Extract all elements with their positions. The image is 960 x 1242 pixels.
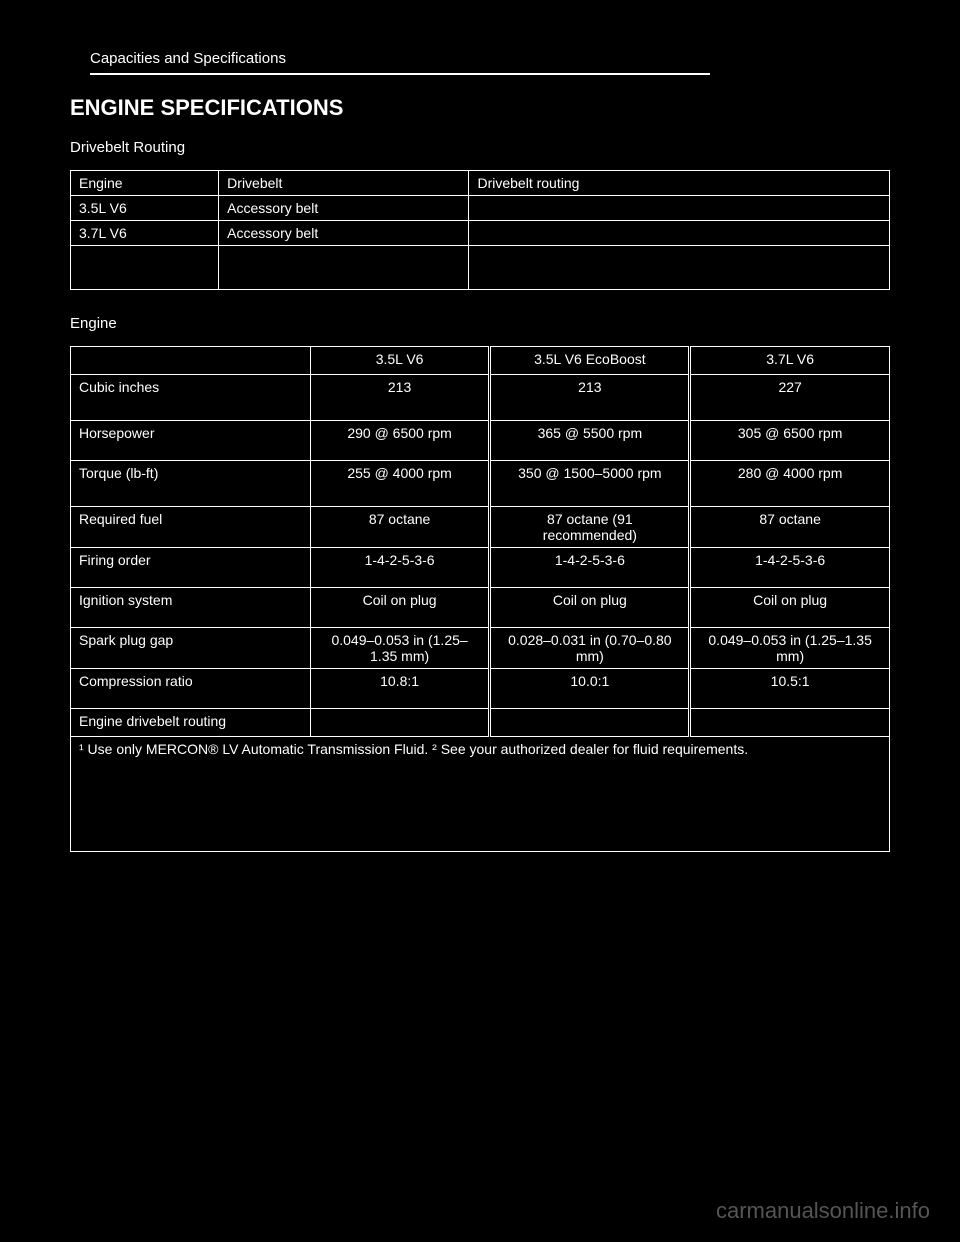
cell: 10.0:1 bbox=[490, 669, 690, 709]
cell: 0.049–0.053 in (1.25–1.35 mm) bbox=[690, 628, 890, 669]
col-35v6: 3.5L V6 bbox=[310, 347, 490, 375]
table-footer-row: ¹ Use only MERCON® LV Automatic Transmis… bbox=[71, 737, 890, 852]
footer-cell: ¹ Use only MERCON® LV Automatic Transmis… bbox=[71, 737, 890, 852]
drivebelt-table: Engine Drivebelt Drivebelt routing 3.5L … bbox=[70, 170, 890, 290]
cell: Coil on plug bbox=[310, 588, 490, 628]
cell: 290 @ 6500 rpm bbox=[310, 421, 490, 461]
cell: 87 octane bbox=[690, 507, 890, 548]
cell: 1-4-2-5-3-6 bbox=[690, 548, 890, 588]
cell bbox=[490, 709, 690, 737]
cell: Cubic inches bbox=[71, 375, 311, 421]
table-row: Torque (lb-ft) 255 @ 4000 rpm 350 @ 1500… bbox=[71, 461, 890, 507]
col-engine: Engine bbox=[71, 171, 219, 196]
cell bbox=[71, 246, 219, 290]
cell: Coil on plug bbox=[690, 588, 890, 628]
cell: 365 @ 5500 rpm bbox=[490, 421, 690, 461]
col-drivebelt: Drivebelt bbox=[219, 171, 469, 196]
engine-spec-table: 3.5L V6 3.5L V6 EcoBoost 3.7L V6 Cubic i… bbox=[70, 346, 890, 852]
cell: 0.049–0.053 in (1.25–1.35 mm) bbox=[310, 628, 490, 669]
cell bbox=[310, 709, 490, 737]
intro-text: Drivebelt Routing bbox=[70, 139, 890, 156]
table-row: 3.5L V6 Accessory belt bbox=[71, 196, 890, 221]
cell: Compression ratio bbox=[71, 669, 311, 709]
table-row: Firing order 1-4-2-5-3-6 1-4-2-5-3-6 1-4… bbox=[71, 548, 890, 588]
cell: Spark plug gap bbox=[71, 628, 311, 669]
table-row bbox=[71, 246, 890, 290]
cell: 87 octane bbox=[310, 507, 490, 548]
cell: 1-4-2-5-3-6 bbox=[310, 548, 490, 588]
table-header-row: Engine Drivebelt Drivebelt routing bbox=[71, 171, 890, 196]
col-ecoboost: 3.5L V6 EcoBoost bbox=[490, 347, 690, 375]
table2-title: Engine bbox=[70, 315, 890, 332]
watermark: carmanualsonline.info bbox=[716, 1198, 930, 1224]
cell: 305 @ 6500 rpm bbox=[690, 421, 890, 461]
col-37v6: 3.7L V6 bbox=[690, 347, 890, 375]
cell: 87 octane (91 recommended) bbox=[490, 507, 690, 548]
table-row: Spark plug gap 0.049–0.053 in (1.25–1.35… bbox=[71, 628, 890, 669]
table-row: Engine drivebelt routing bbox=[71, 709, 890, 737]
cell bbox=[219, 246, 469, 290]
table-row: Ignition system Coil on plug Coil on plu… bbox=[71, 588, 890, 628]
cell: Accessory belt bbox=[219, 196, 469, 221]
cell: 255 @ 4000 rpm bbox=[310, 461, 490, 507]
table-row: 3.7L V6 Accessory belt bbox=[71, 221, 890, 246]
table-row: Required fuel 87 octane 87 octane (91 re… bbox=[71, 507, 890, 548]
cell: 0.028–0.031 in (0.70–0.80 mm) bbox=[490, 628, 690, 669]
cell bbox=[469, 196, 890, 221]
cell bbox=[469, 246, 890, 290]
cell: 3.5L V6 bbox=[71, 196, 219, 221]
cell: 280 @ 4000 rpm bbox=[690, 461, 890, 507]
cell: Torque (lb-ft) bbox=[71, 461, 311, 507]
col-blank bbox=[71, 347, 311, 375]
table-row: Compression ratio 10.8:1 10.0:1 10.5:1 bbox=[71, 669, 890, 709]
cell: 10.5:1 bbox=[690, 669, 890, 709]
cell: 10.8:1 bbox=[310, 669, 490, 709]
page-header: Capacities and Specifications bbox=[90, 50, 890, 67]
table-row: Horsepower 290 @ 6500 rpm 365 @ 5500 rpm… bbox=[71, 421, 890, 461]
cell: 213 bbox=[490, 375, 690, 421]
cell: 1-4-2-5-3-6 bbox=[490, 548, 690, 588]
cell: 3.7L V6 bbox=[71, 221, 219, 246]
section-title: ENGINE SPECIFICATIONS bbox=[70, 95, 890, 121]
cell: 227 bbox=[690, 375, 890, 421]
cell: Engine drivebelt routing bbox=[71, 709, 311, 737]
cell: Firing order bbox=[71, 548, 311, 588]
cell: 350 @ 1500–5000 rpm bbox=[490, 461, 690, 507]
cell: 213 bbox=[310, 375, 490, 421]
cell bbox=[469, 221, 890, 246]
header-divider bbox=[90, 73, 710, 75]
cell bbox=[690, 709, 890, 737]
table-header-row: 3.5L V6 3.5L V6 EcoBoost 3.7L V6 bbox=[71, 347, 890, 375]
cell: Horsepower bbox=[71, 421, 311, 461]
cell: Required fuel bbox=[71, 507, 311, 548]
cell: Ignition system bbox=[71, 588, 311, 628]
table-row: Cubic inches 213 213 227 bbox=[71, 375, 890, 421]
cell: Accessory belt bbox=[219, 221, 469, 246]
col-routing: Drivebelt routing bbox=[469, 171, 890, 196]
cell: Coil on plug bbox=[490, 588, 690, 628]
